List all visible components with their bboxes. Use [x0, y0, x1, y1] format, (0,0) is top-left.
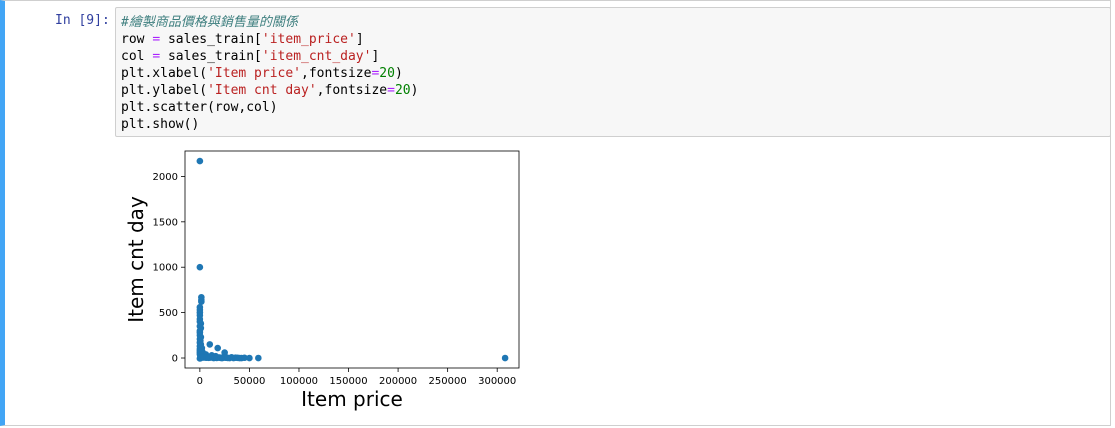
- code-token: 'Item cnt day': [207, 83, 317, 98]
- data-point: [214, 344, 222, 352]
- code-token: ]: [355, 32, 364, 47]
- data-point: [246, 354, 253, 362]
- y-tick-label: 1000: [153, 263, 178, 274]
- y-tick-label: 0: [172, 354, 178, 365]
- code-token: ,fontsize: [301, 66, 372, 81]
- code-token: sales_train[: [160, 32, 262, 47]
- code-token: ]: [371, 49, 380, 64]
- data-point: [221, 349, 228, 356]
- input-prompt: In [9]:: [55, 13, 110, 28]
- code-token: plt.xlabel(: [121, 66, 208, 81]
- code-token: =: [371, 66, 380, 81]
- x-tick-label: 150000: [329, 376, 367, 387]
- code-token: plt.ylabel(: [121, 83, 208, 98]
- code-token: =: [152, 49, 161, 64]
- data-point: [196, 263, 204, 271]
- x-tick-label: 250000: [429, 376, 467, 387]
- code-token: ,fontsize: [316, 83, 388, 98]
- y-tick-label: 2000: [153, 172, 178, 183]
- scatter-chart: 0 50000 100000 150000 200000 250000 300000 0 500…: [124, 150, 520, 411]
- code-token: 20: [379, 66, 395, 81]
- y-tick-label: 500: [159, 308, 178, 319]
- code-line: row = sales_train['item_price']: [121, 31, 418, 48]
- code-token: 'item_cnt_day': [261, 49, 372, 64]
- code-token: plt.scatter(row,col): [121, 100, 278, 115]
- code-token: 'item_price': [261, 32, 356, 47]
- data-point: [198, 298, 205, 306]
- data-point: [196, 157, 204, 165]
- data-point: [241, 354, 248, 362]
- code-token: 20: [394, 83, 411, 98]
- code-token: plt.show(): [121, 117, 200, 132]
- x-tick-label: 300000: [478, 376, 516, 387]
- code-line: plt.xlabel('Item price',fontsize=20): [121, 65, 418, 82]
- code-line: plt.show(): [121, 116, 418, 133]
- y-axis-label: Item cnt day: [124, 196, 148, 323]
- code-token: ): [394, 66, 403, 81]
- code-line: #繪製商品價格與銷售量的關係: [121, 14, 418, 31]
- code-token: #繪製商品價格與銷售量的關係: [121, 15, 298, 30]
- plot-frame: [184, 150, 520, 369]
- y-tick-label: 1500: [153, 217, 178, 228]
- code-line: plt.scatter(row,col): [121, 99, 418, 116]
- data-point: [206, 341, 214, 348]
- x-tick-label: 100000: [280, 376, 318, 387]
- code-content[interactable]: #繪製商品價格與銷售量的關係 row = sales_train['item_pr…: [121, 14, 418, 133]
- x-axis-label: Item price: [301, 387, 403, 411]
- code-editor[interactable]: #繪製商品價格與銷售量的關係 row = sales_train['item_pr…: [115, 7, 1111, 137]
- code-token: ): [410, 83, 419, 98]
- data-point: [255, 354, 262, 362]
- code-token: sales_train[: [160, 49, 262, 64]
- x-tick-label: 200000: [379, 376, 417, 387]
- code-token: 'Item price': [207, 66, 302, 81]
- code-token: row: [121, 32, 153, 47]
- data-point: [224, 354, 231, 362]
- code-token: =: [387, 83, 395, 98]
- code-line: plt.ylabel('Item cnt day',fontsize=20): [121, 82, 418, 99]
- x-tick-label: 50000: [234, 376, 266, 387]
- data-point: [501, 354, 509, 362]
- code-token: col: [121, 49, 153, 64]
- code-line: col = sales_train['item_cnt_day']: [121, 48, 418, 65]
- output-area: 0 50000 100000 150000 200000 250000 300000 0 500…: [115, 141, 535, 421]
- code-token: =: [152, 32, 161, 47]
- x-tick-label: 0: [197, 376, 203, 387]
